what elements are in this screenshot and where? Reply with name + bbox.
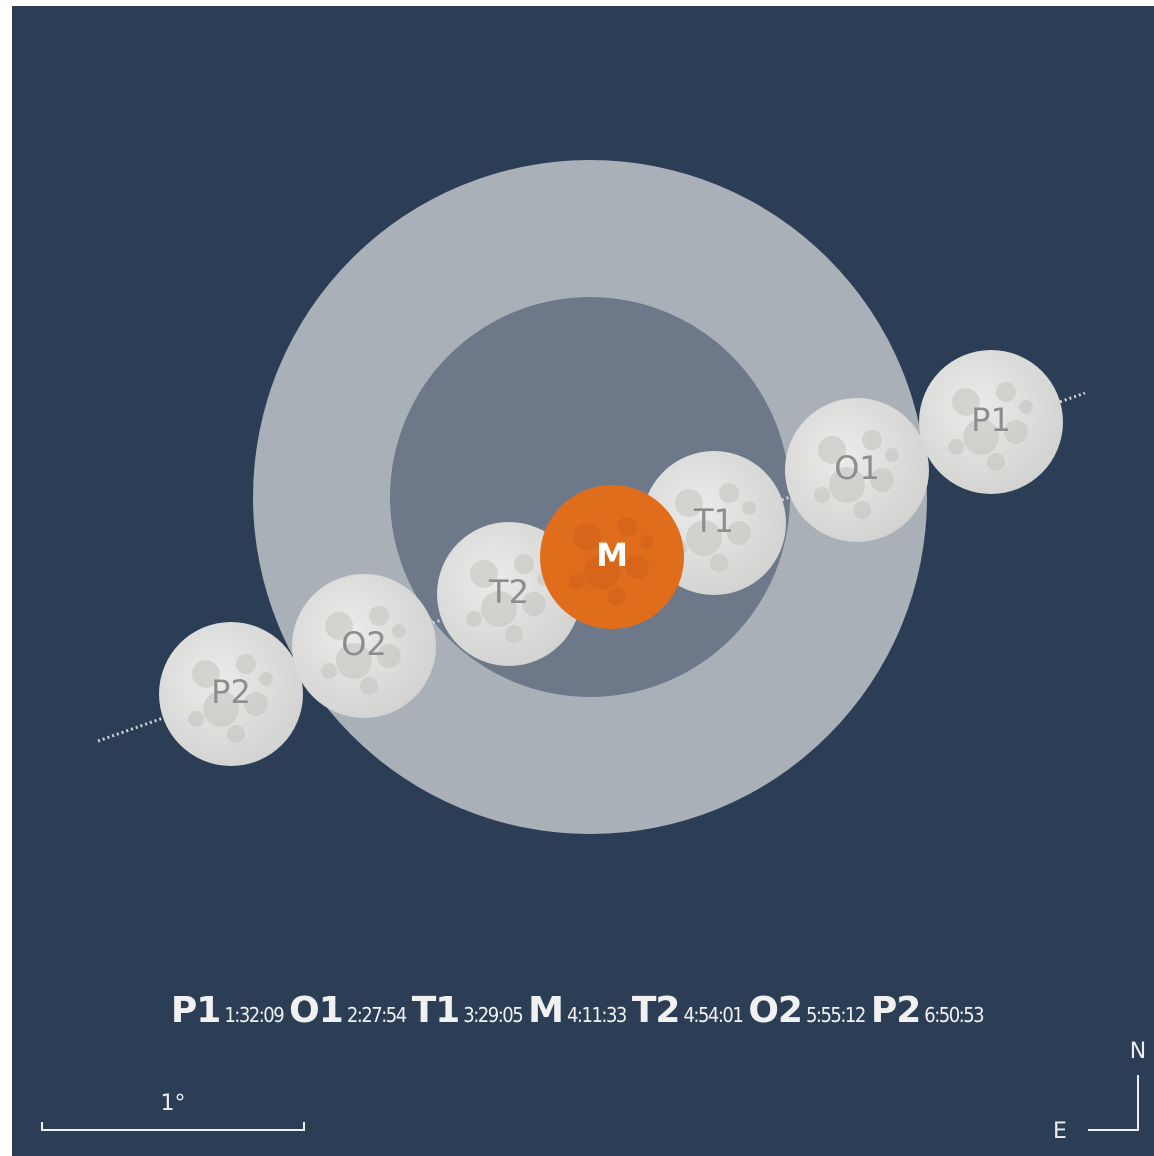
moon-label: P2 [211,673,251,711]
moon-crater [522,592,546,616]
moon-label: O2 [341,625,387,663]
moon-crater [963,419,999,455]
moons: P1 O1 T1 P2 O2 T2 M [159,350,1063,766]
moon-crater [377,644,401,668]
moon-label: O1 [834,449,880,487]
moon-crater [369,606,389,626]
moon-crater [325,612,353,640]
eclipsed-moon [540,485,684,629]
moon-crater [505,625,523,643]
moon-crater [727,521,751,545]
moon-crater [1004,420,1028,444]
moon: O1 [785,398,929,542]
moon-label: T2 [488,573,529,611]
event: P2 6:50:53 [870,990,985,1031]
moon-label: P1 [971,401,1011,439]
compass [1088,1075,1139,1131]
moon-crater [514,554,534,574]
event: M 4:11:33 [528,990,627,1031]
event-label: O1 [289,990,344,1031]
scale-label: 1° [161,1091,186,1116]
moon-crater [244,692,268,716]
moon-crater [321,663,337,679]
event: O2 5:55:12 [748,990,866,1031]
moon-crater [203,691,239,727]
moon-crater [188,711,204,727]
moon-crater [1019,400,1033,414]
event-time: 1:32:09 [224,1003,284,1027]
moon-crater [192,660,220,688]
moon-crater [948,439,964,455]
moon-crater [987,453,1005,471]
event-time: 4:11:33 [566,1003,627,1027]
moon: O2 [292,574,436,718]
moon-crater [470,560,498,588]
moon-crater [870,468,894,492]
moon-crater [952,388,980,416]
moon-crater [675,489,703,517]
moon-crater [259,672,273,686]
moon-crater [862,430,882,450]
moon-disc [159,622,303,766]
moon: M [540,485,684,629]
event: T2 4:54:01 [631,990,744,1031]
event-label: T1 [411,990,461,1031]
event-time: 4:54:01 [683,1003,743,1027]
moon-crater [573,523,601,551]
moon-crater [818,436,846,464]
moon-crater [360,677,378,695]
compass-east: E [1053,1119,1067,1144]
moon-disc [919,350,1063,494]
moon-crater [481,591,517,627]
moon-label: T1 [693,502,734,540]
event-label: T2 [631,990,681,1031]
moon-crater [608,588,626,606]
event-label: O2 [748,990,803,1031]
event: O1 2:27:54 [289,990,407,1031]
moon-crater [686,520,722,556]
event-time: 2:27:54 [346,1003,407,1027]
moon-crater [625,555,649,579]
moon-crater [742,501,756,515]
event-time: 3:29:05 [463,1003,523,1027]
moon-crater [584,554,620,590]
event-label: M [528,990,564,1031]
moon-crater [885,448,899,462]
compass-north: N [1130,1039,1146,1064]
timeline: P1 1:32:09 O1 2:27:54 T1 3:29:05 M 4:11:33 T2 4:5… [0,990,1154,1031]
moon-crater [829,467,865,503]
moon-crater [996,382,1016,402]
moon-crater [392,624,406,638]
moon-crater [719,483,739,503]
moon-label: M [596,536,628,574]
moon-crater [617,517,637,537]
moon-crater [569,574,585,590]
moon: P2 [159,622,303,766]
moon-crater [640,535,654,549]
moon-crater [336,643,372,679]
moon: P1 [919,350,1063,494]
event-label: P1 [170,990,221,1031]
event-label: P2 [870,990,921,1031]
event: P1 1:32:09 [170,990,285,1031]
moon-crater [236,654,256,674]
event: T1 3:29:05 [411,990,524,1031]
moon-crater [814,487,830,503]
moon-disc [785,398,929,542]
moon-crater [853,501,871,519]
event-time: 5:55:12 [805,1003,866,1027]
moon-crater [227,725,245,743]
moon-crater [466,611,482,627]
moon-crater [710,554,728,572]
event-time: 6:50:53 [924,1003,984,1027]
moon-disc [292,574,436,718]
